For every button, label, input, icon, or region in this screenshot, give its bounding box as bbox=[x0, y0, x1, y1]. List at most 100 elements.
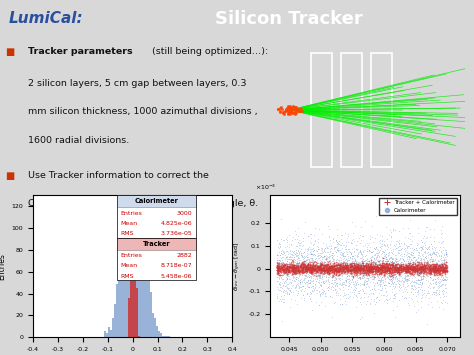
Point bbox=[375, 265, 383, 271]
Point bbox=[383, 242, 391, 248]
Point bbox=[386, 228, 394, 233]
Point bbox=[312, 287, 319, 293]
Point bbox=[319, 268, 327, 274]
Point bbox=[338, 250, 346, 256]
Point bbox=[375, 254, 383, 260]
Point bbox=[364, 266, 372, 272]
Point bbox=[399, 263, 406, 269]
Point bbox=[307, 270, 315, 275]
Point bbox=[320, 270, 328, 276]
Point bbox=[387, 260, 395, 265]
Point bbox=[429, 250, 437, 256]
Point bbox=[421, 266, 428, 272]
Point bbox=[330, 269, 337, 274]
Point bbox=[432, 269, 439, 274]
Point bbox=[282, 268, 290, 273]
Point bbox=[400, 266, 407, 271]
Point bbox=[317, 291, 324, 296]
Point bbox=[336, 260, 343, 266]
Point bbox=[275, 267, 283, 273]
Point bbox=[407, 269, 414, 274]
Point bbox=[319, 263, 327, 269]
Point bbox=[427, 270, 434, 276]
Point bbox=[426, 259, 434, 264]
Point bbox=[409, 265, 416, 271]
Point bbox=[360, 271, 368, 276]
Point bbox=[294, 268, 301, 273]
Point bbox=[329, 258, 337, 264]
Point bbox=[276, 263, 283, 269]
Point bbox=[361, 266, 368, 271]
Point bbox=[283, 291, 291, 297]
Point bbox=[426, 251, 434, 257]
Point bbox=[407, 284, 415, 289]
Point bbox=[435, 258, 442, 263]
Point bbox=[306, 261, 314, 266]
Point bbox=[342, 263, 349, 268]
Text: Use Tracker information to correct the: Use Tracker information to correct the bbox=[28, 171, 210, 180]
Point bbox=[418, 264, 425, 270]
Point bbox=[285, 268, 293, 274]
Point bbox=[406, 262, 413, 268]
Point bbox=[343, 266, 351, 272]
Point bbox=[312, 270, 319, 276]
Point bbox=[439, 267, 447, 272]
Point bbox=[292, 264, 300, 269]
Point bbox=[417, 266, 425, 272]
Point bbox=[429, 266, 437, 271]
Point bbox=[308, 283, 316, 289]
Point bbox=[279, 264, 287, 270]
Point bbox=[280, 237, 287, 242]
Point bbox=[373, 269, 381, 275]
Point bbox=[334, 266, 342, 271]
Point bbox=[404, 266, 412, 271]
Point bbox=[440, 267, 448, 272]
Point bbox=[427, 270, 434, 275]
Point bbox=[307, 274, 315, 280]
Point bbox=[424, 258, 431, 264]
Point bbox=[395, 266, 403, 272]
Point bbox=[309, 258, 317, 264]
Point bbox=[349, 271, 356, 276]
Point bbox=[434, 265, 442, 271]
Point bbox=[300, 262, 307, 267]
Point bbox=[366, 300, 374, 306]
Point bbox=[434, 266, 441, 272]
Point bbox=[307, 262, 314, 267]
Point bbox=[310, 267, 318, 273]
Point bbox=[277, 265, 285, 271]
Point bbox=[384, 264, 392, 270]
Point bbox=[354, 253, 361, 258]
Point bbox=[309, 252, 317, 257]
Point bbox=[331, 286, 338, 292]
Point bbox=[415, 245, 423, 251]
Point bbox=[303, 268, 310, 274]
Point bbox=[383, 271, 391, 277]
Point bbox=[283, 253, 291, 259]
Point bbox=[317, 279, 325, 285]
Point bbox=[333, 237, 340, 243]
Point bbox=[393, 264, 401, 270]
Point bbox=[273, 251, 281, 257]
Point bbox=[328, 280, 336, 285]
Point bbox=[381, 253, 388, 258]
Point bbox=[300, 265, 307, 271]
Point bbox=[429, 264, 437, 270]
Point bbox=[368, 264, 376, 270]
Point bbox=[431, 264, 438, 270]
Point bbox=[287, 280, 294, 285]
Point bbox=[304, 280, 311, 286]
Point bbox=[275, 275, 283, 281]
Point bbox=[310, 270, 318, 275]
Point bbox=[440, 261, 447, 267]
Point bbox=[370, 264, 378, 269]
Point bbox=[365, 268, 373, 273]
Point bbox=[383, 268, 391, 273]
Point bbox=[324, 266, 332, 271]
Point bbox=[306, 267, 313, 273]
Point bbox=[357, 266, 365, 272]
Point bbox=[353, 254, 361, 260]
Point bbox=[362, 262, 370, 268]
Point bbox=[326, 273, 334, 279]
Point bbox=[406, 267, 413, 272]
